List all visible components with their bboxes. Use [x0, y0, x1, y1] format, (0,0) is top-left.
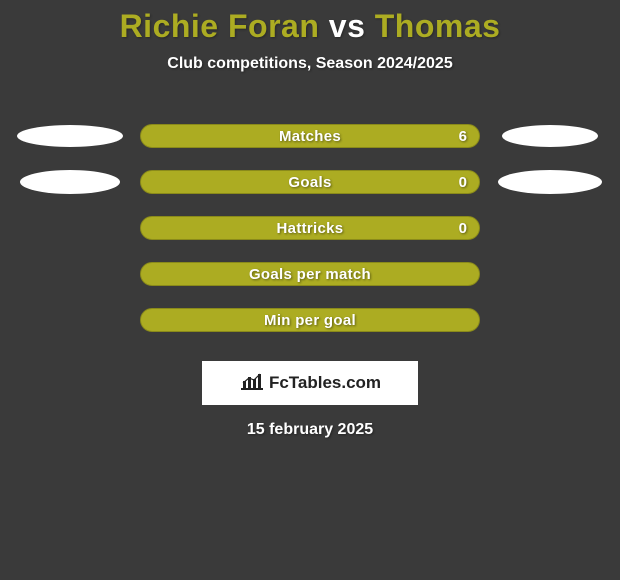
stat-value: 0 [459, 174, 467, 191]
right-ellipse [502, 125, 598, 147]
stat-bar: Goals 0 [140, 170, 480, 194]
subtitle: Club competitions, Season 2024/2025 [0, 55, 620, 73]
stat-bar: Hattricks 0 [140, 216, 480, 240]
brand-box: FcTables.com [202, 361, 418, 405]
stat-label: Hattricks [277, 220, 344, 237]
right-ellipse [498, 170, 602, 194]
stat-row: Matches 6 [0, 113, 620, 159]
stat-row: Goals per match [0, 251, 620, 297]
stat-label: Goals per match [249, 266, 371, 283]
stat-label: Min per goal [264, 312, 356, 329]
stat-label: Matches [279, 128, 341, 145]
stat-value: 6 [459, 128, 467, 145]
comparison-canvas: Richie Foran vs Thomas Club competitions… [0, 0, 620, 580]
stat-row: Min per goal [0, 297, 620, 343]
left-ellipse [20, 170, 120, 194]
bar-chart-icon [239, 371, 265, 396]
title-player1: Richie Foran [120, 8, 320, 44]
right-side [480, 125, 620, 147]
left-side [0, 170, 140, 194]
page-title: Richie Foran vs Thomas [0, 0, 620, 45]
stat-rows: Matches 6 Goals 0 Hattricks 0 Goals per match M… [0, 113, 620, 343]
stat-row: Hattricks 0 [0, 205, 620, 251]
stat-bar: Goals per match [140, 262, 480, 286]
left-side [0, 125, 140, 147]
left-ellipse [17, 125, 123, 147]
stat-label: Goals [288, 174, 331, 191]
stat-value: 0 [459, 220, 467, 237]
title-vs: vs [329, 8, 366, 44]
stat-row: Goals 0 [0, 159, 620, 205]
date-text: 15 february 2025 [0, 421, 620, 439]
brand-text: FcTables.com [269, 373, 381, 393]
stat-bar: Min per goal [140, 308, 480, 332]
right-side [480, 170, 620, 194]
title-player2: Thomas [375, 8, 501, 44]
stat-bar: Matches 6 [140, 124, 480, 148]
